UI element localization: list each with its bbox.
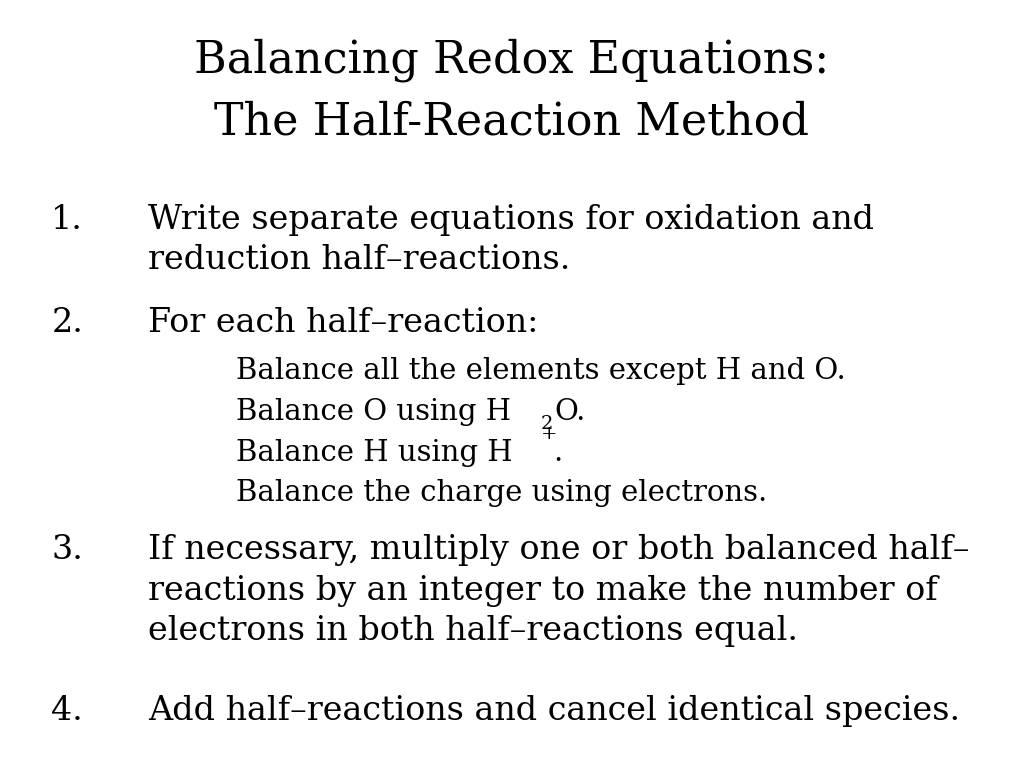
Text: 3.: 3.	[51, 534, 83, 566]
Text: Balance the charge using electrons.: Balance the charge using electrons.	[236, 479, 767, 507]
Text: Balance all the elements except H and O.: Balance all the elements except H and O.	[236, 357, 845, 385]
Text: 2: 2	[541, 415, 553, 432]
Text: Balance O using H: Balance O using H	[236, 398, 511, 425]
Text: Add half–reactions and cancel identical species.: Add half–reactions and cancel identical …	[148, 695, 961, 727]
Text: O.: O.	[554, 398, 586, 425]
Text: 4.: 4.	[51, 695, 83, 727]
Text: For each half–reaction:: For each half–reaction:	[148, 307, 539, 339]
Text: .: .	[553, 439, 562, 466]
Text: Balance H using H: Balance H using H	[236, 439, 512, 466]
Text: Balancing Redox Equations:: Balancing Redox Equations:	[195, 38, 829, 82]
Text: 1.: 1.	[51, 204, 83, 236]
Text: +: +	[541, 425, 557, 442]
Text: The Half-Reaction Method: The Half-Reaction Method	[214, 100, 810, 143]
Text: 2.: 2.	[51, 307, 83, 339]
Text: If necessary, multiply one or both balanced half–
reactions by an integer to mak: If necessary, multiply one or both balan…	[148, 534, 970, 647]
Text: Write separate equations for oxidation and
reduction half–reactions.: Write separate equations for oxidation a…	[148, 204, 874, 276]
